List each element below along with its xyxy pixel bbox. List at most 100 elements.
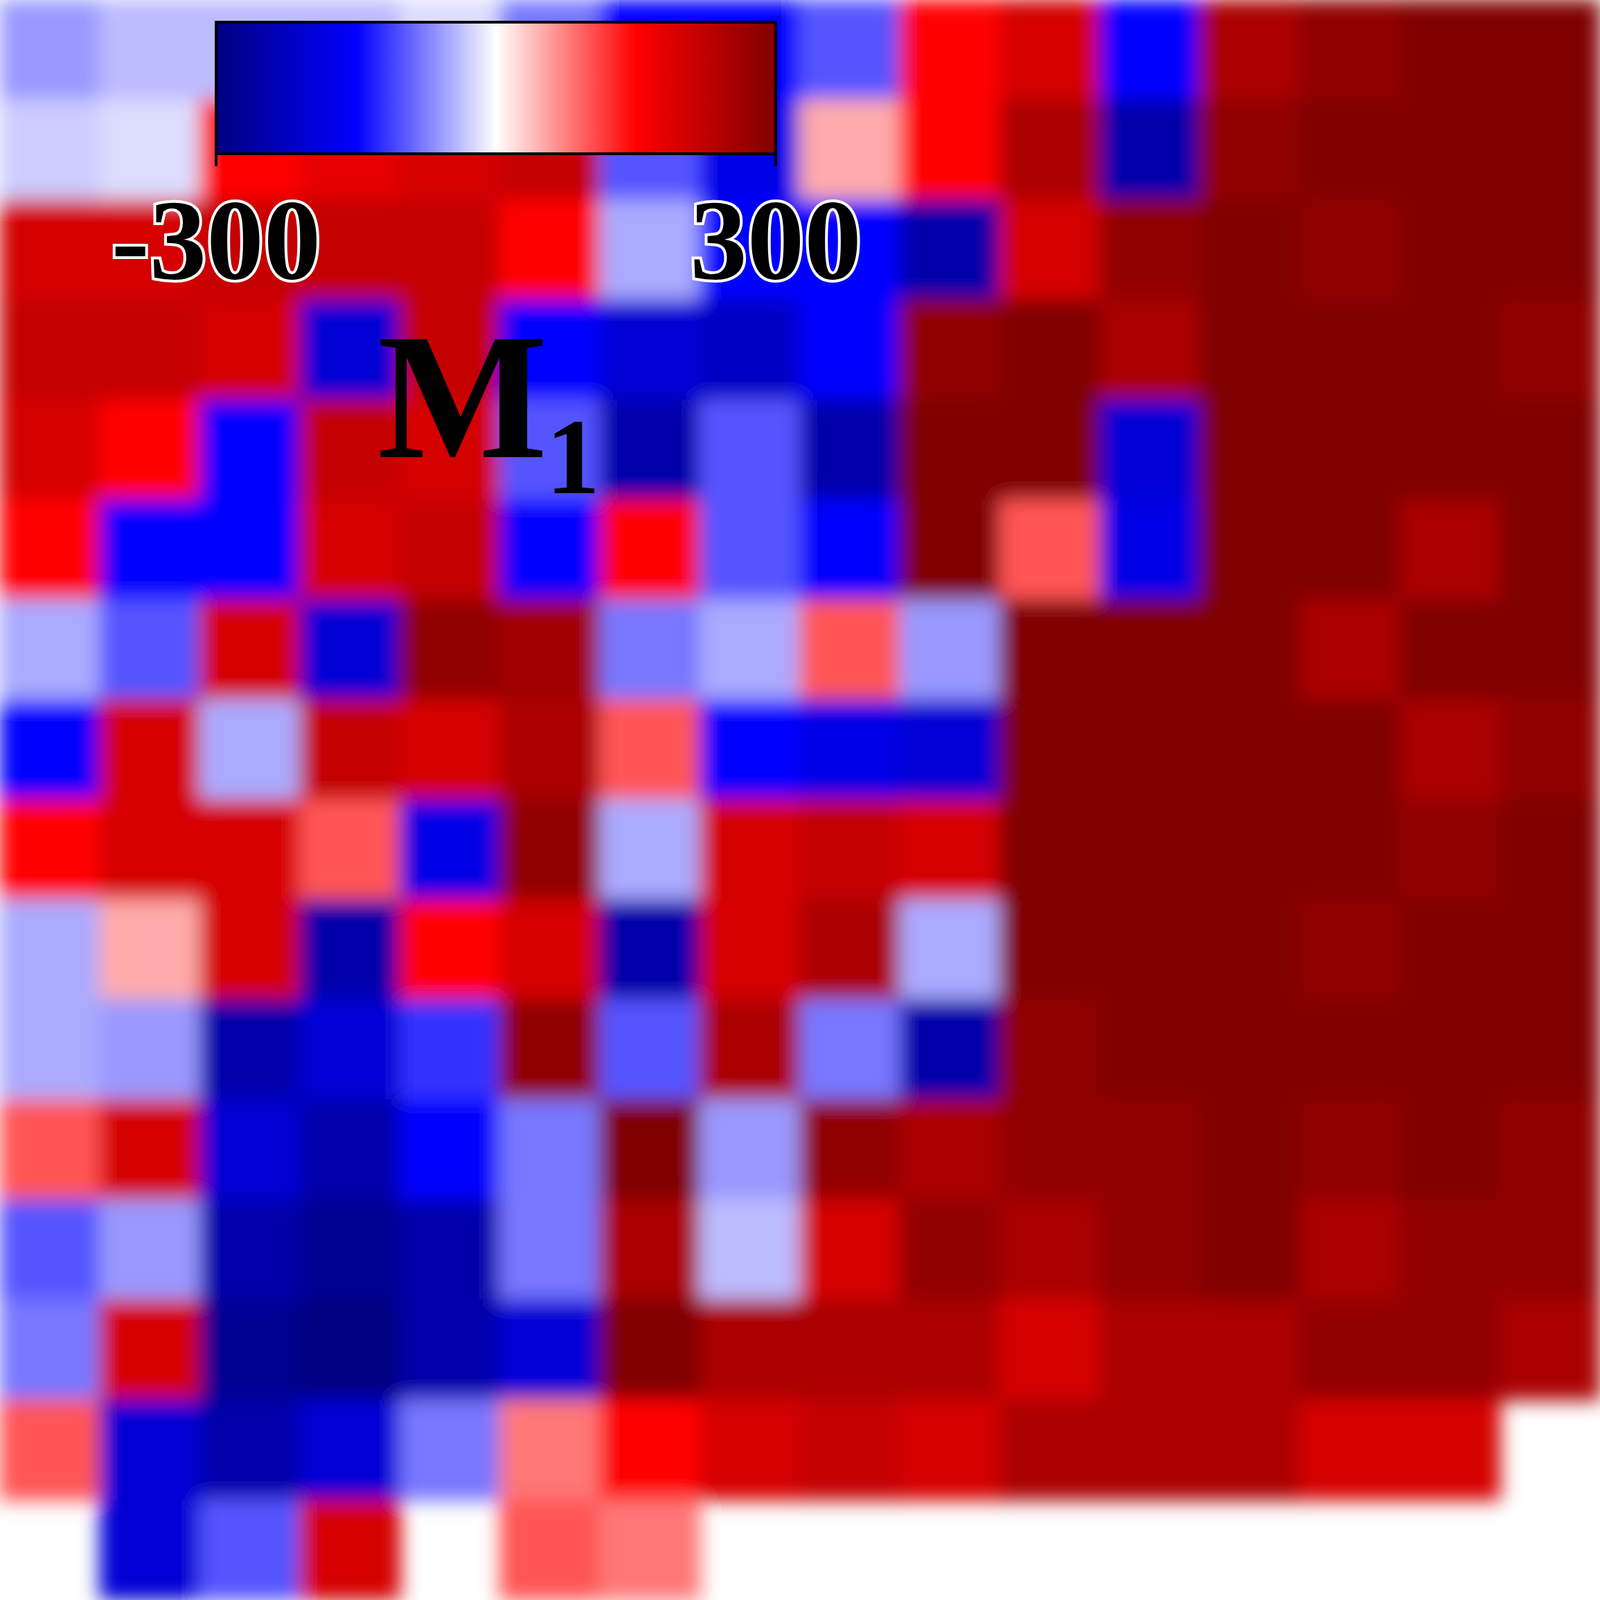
cell — [0, 399, 101, 501]
cell — [1499, 699, 1600, 801]
cell — [799, 1299, 901, 1401]
cell — [999, 199, 1101, 301]
cell — [1199, 1299, 1301, 1401]
cell — [499, 499, 601, 601]
cell — [899, 1399, 1001, 1501]
cell — [199, 1299, 301, 1401]
cell — [1499, 499, 1600, 601]
cell — [1399, 199, 1501, 301]
cell — [1199, 899, 1301, 1001]
cell — [1499, 1299, 1600, 1401]
cell — [1099, 499, 1201, 601]
cell — [999, 1299, 1101, 1401]
cell — [1499, 999, 1600, 1101]
title: M₁ — [377, 296, 602, 496]
cell — [99, 399, 201, 501]
cell — [1499, 0, 1600, 101]
cell — [799, 399, 901, 501]
cell — [499, 699, 601, 801]
cell — [1199, 199, 1301, 301]
cell — [399, 599, 501, 701]
cell — [1499, 599, 1600, 701]
chart: -300300M₁ — [0, 0, 1600, 1600]
cell — [599, 699, 701, 801]
cell — [1099, 99, 1201, 201]
cell — [899, 799, 1001, 901]
cell — [899, 699, 1001, 801]
cell — [299, 1499, 401, 1600]
cell — [299, 499, 401, 601]
cell — [0, 699, 101, 801]
cell — [1099, 799, 1201, 901]
cell — [499, 1499, 601, 1600]
cell — [1399, 0, 1501, 101]
cell — [299, 1099, 401, 1201]
cell — [1199, 499, 1301, 601]
cell — [1299, 399, 1401, 501]
cell — [99, 699, 201, 801]
cell — [99, 299, 201, 401]
cell — [199, 499, 301, 601]
cell — [99, 1399, 201, 1501]
cell — [599, 1099, 701, 1201]
cell — [1199, 1099, 1301, 1201]
cell — [1299, 499, 1401, 601]
cell — [199, 699, 301, 801]
cell — [99, 899, 201, 1001]
cell — [1299, 99, 1401, 201]
cell — [1399, 1399, 1501, 1501]
cell — [399, 699, 501, 801]
colorbar-tick — [214, 153, 218, 167]
cell — [899, 99, 1001, 201]
cell — [599, 1499, 701, 1600]
cell — [599, 999, 701, 1101]
cell — [1499, 99, 1600, 201]
cell — [699, 699, 801, 801]
cell — [899, 0, 1001, 101]
cell — [999, 1199, 1101, 1301]
cell — [0, 1199, 101, 1301]
cell — [1199, 0, 1301, 101]
cell — [499, 899, 601, 1001]
cell — [1399, 899, 1501, 1001]
cell — [1299, 999, 1401, 1101]
cell — [1099, 1199, 1201, 1301]
cell — [0, 199, 101, 301]
cell — [0, 99, 101, 201]
cell — [399, 1099, 501, 1201]
cell — [699, 1399, 801, 1501]
cell — [1299, 1199, 1401, 1301]
cell — [299, 999, 401, 1101]
cell — [1199, 599, 1301, 701]
cell — [799, 499, 901, 601]
cell — [799, 999, 901, 1101]
cell — [299, 699, 401, 801]
cell — [1299, 299, 1401, 401]
cell — [1199, 99, 1301, 201]
cell — [1099, 999, 1201, 1101]
cell — [1299, 699, 1401, 801]
cell — [199, 1499, 301, 1600]
cell — [1499, 899, 1600, 1001]
cell — [699, 299, 801, 401]
cell — [1399, 99, 1501, 201]
cell — [1199, 999, 1301, 1101]
cell — [999, 0, 1101, 101]
cell — [1399, 1299, 1501, 1401]
cell — [99, 799, 201, 901]
cell — [1099, 699, 1201, 801]
cell — [1199, 1399, 1301, 1501]
colorbar-label: 300 — [689, 176, 862, 304]
cell — [199, 299, 301, 401]
cell — [899, 1299, 1001, 1401]
cell — [299, 1199, 401, 1301]
cell — [999, 499, 1101, 601]
cell — [899, 399, 1001, 501]
cell — [99, 1199, 201, 1301]
cell — [0, 1399, 101, 1501]
cell — [899, 199, 1001, 301]
cell — [0, 899, 101, 1001]
cell — [999, 1099, 1101, 1201]
heatmap — [0, 0, 1600, 1600]
cell — [899, 999, 1001, 1101]
